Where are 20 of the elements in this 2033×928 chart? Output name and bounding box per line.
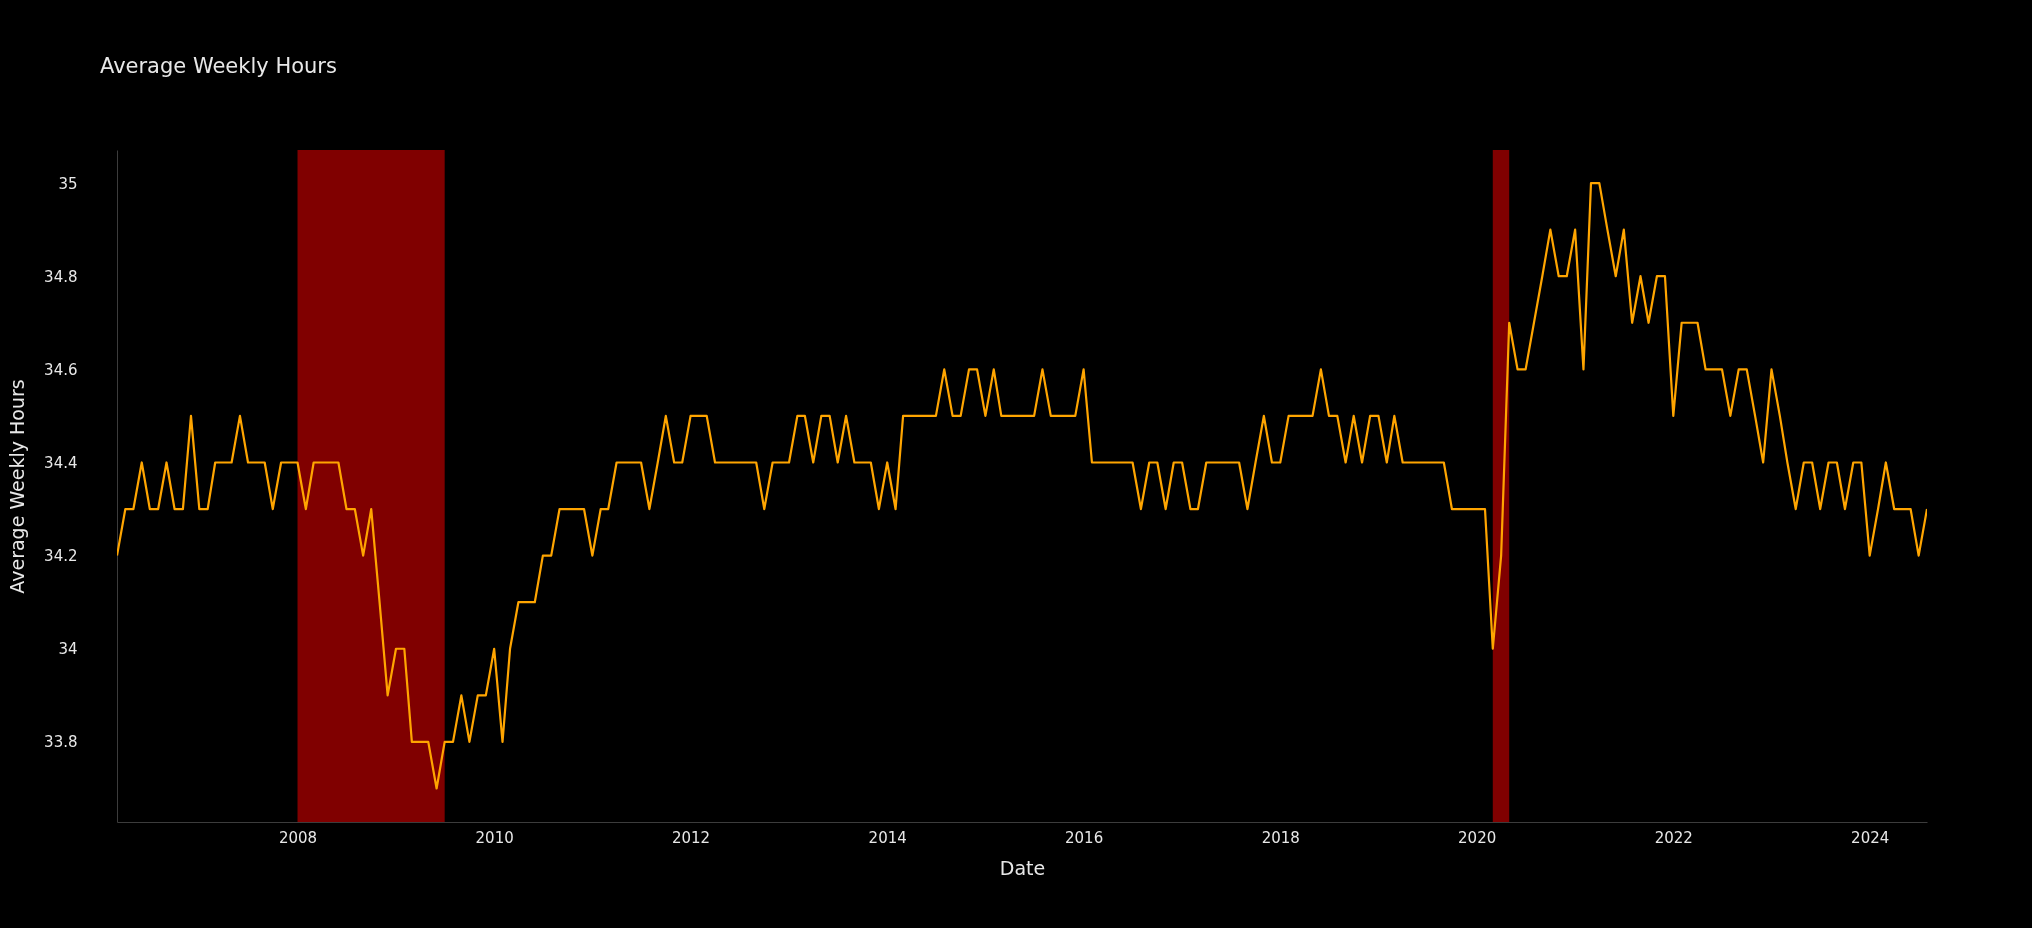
y-tick-label: 34.8 [44,267,78,286]
x-tick-label: 2018 [1261,828,1300,847]
y-tick-label: 35 [58,174,78,193]
x-tick-label: 2008 [278,828,318,847]
y-tick-label: 34.4 [44,453,78,472]
x-tick-label: 2022 [1654,828,1693,847]
x-tick-label: 2020 [1458,828,1497,847]
y-tick-label: 34.2 [44,547,78,566]
chart-title: Average Weekly Hours [100,54,337,79]
x-tick-label: 2016 [1065,828,1104,847]
y-tick-label: 34 [58,640,78,659]
y-axis-title: Average Weekly Hours [6,379,29,594]
x-axis-title: Date [999,856,1046,879]
x-tick-label: 2024 [1851,828,1890,847]
y-tick-label: 33.8 [44,733,78,752]
x-tick-label: 2014 [868,828,907,847]
y-tick-label: 34.6 [44,360,78,379]
x-tick-label: 2012 [671,828,711,847]
line-series [117,181,1927,790]
x-tick-label: 2010 [475,828,514,847]
